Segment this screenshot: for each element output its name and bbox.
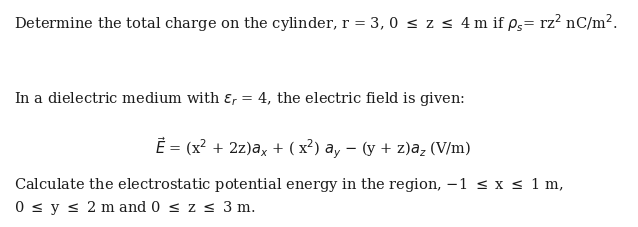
Text: Calculate the electrostatic potential energy in the region, $-$1 $\leq$ x $\leq$: Calculate the electrostatic potential en…	[14, 175, 563, 193]
Text: In a dielectric medium with $\varepsilon_r$ = 4, the electric field is given:: In a dielectric medium with $\varepsilon…	[14, 90, 465, 108]
Text: 0 $\leq$ y $\leq$ 2 m and 0 $\leq$ z $\leq$ 3 m.: 0 $\leq$ y $\leq$ 2 m and 0 $\leq$ z $\l…	[14, 198, 255, 216]
Text: Determine the total charge on the cylinder, r = 3, 0 $\leq$ z $\leq$ 4 m if $\rh: Determine the total charge on the cylind…	[14, 12, 618, 34]
Text: $\vec{E}$ = (x$^2$ + 2z)$a_x$ + ( x$^2$) $a_y$ $-$ (y + z)$a_z$ (V/m): $\vec{E}$ = (x$^2$ + 2z)$a_x$ + ( x$^2$)…	[155, 135, 471, 161]
